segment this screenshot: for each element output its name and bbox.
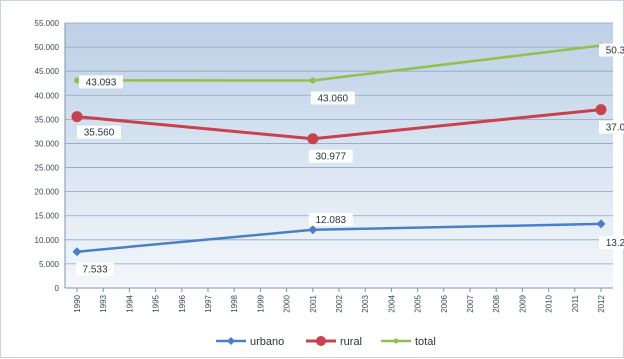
legend-label-rural: rural	[340, 336, 362, 348]
marker-urbano	[72, 247, 82, 257]
data-label-rural: 35.560	[84, 128, 115, 139]
x-tick-label: 1998	[230, 294, 239, 312]
marker-total	[74, 77, 80, 84]
x-tick-label: 2000	[283, 294, 292, 312]
y-tick-label: 55.000	[35, 19, 60, 28]
legend-label-total: total	[415, 336, 436, 348]
y-tick-label: 5.000	[39, 260, 60, 269]
marker-urbano	[596, 219, 606, 229]
y-tick-label: 50.000	[35, 43, 60, 52]
x-tick-label: 2009	[518, 294, 527, 312]
data-label-bg	[76, 262, 114, 276]
x-tick-label: 2004	[387, 294, 396, 312]
x-tick-label: 1999	[256, 294, 265, 312]
x-tick-label: 1995	[152, 294, 161, 312]
marker-urbano	[308, 225, 318, 235]
x-tick-label: 2010	[545, 294, 554, 312]
marker-rural	[307, 133, 319, 145]
legend-marker-urbano	[227, 337, 235, 345]
x-tick-label: 2005	[414, 294, 423, 312]
y-tick-label: 45.000	[35, 67, 60, 76]
legend-marker-total	[393, 338, 399, 344]
data-label-rural: 37.031	[606, 123, 624, 134]
x-tick-label: 2008	[492, 294, 501, 312]
data-label-total: 43.093	[86, 77, 117, 88]
y-tick-label: 0	[55, 284, 60, 293]
y-tick-label: 20.000	[35, 188, 60, 197]
marker-total	[309, 77, 316, 84]
data-label-urbano: 12.083	[316, 215, 347, 226]
x-tick-label: 2003	[361, 294, 370, 312]
y-tick-label: 15.000	[35, 212, 60, 221]
data-label-rural: 30.977	[316, 152, 347, 163]
marker-rural	[71, 111, 83, 123]
legend-label-urbano: urbano	[250, 336, 284, 348]
y-tick-label: 10.000	[35, 236, 60, 245]
x-tick-label: 2002	[335, 294, 344, 312]
x-tick-label: 1997	[204, 294, 213, 312]
data-label-bg	[599, 235, 624, 249]
data-label-urbano: 7.533	[82, 265, 107, 276]
data-label-bg	[310, 91, 355, 105]
data-label-total: 43.060	[318, 94, 349, 105]
x-tick-label: 2006	[440, 294, 449, 312]
y-tick-label: 30.000	[35, 139, 60, 148]
y-tick-label: 40.000	[35, 91, 60, 100]
data-label-bg	[599, 43, 624, 57]
x-tick-label: 1990	[73, 294, 82, 312]
data-label-bg	[308, 149, 353, 163]
marker-rural	[595, 104, 607, 116]
data-label-bg	[79, 75, 123, 89]
data-label-bg	[599, 120, 624, 134]
data-label-total: 50.330	[606, 46, 624, 57]
data-label-bg	[77, 125, 121, 139]
legend-marker-rural	[316, 336, 326, 346]
x-tick-label: 1994	[125, 294, 134, 312]
x-tick-label: 2011	[571, 294, 580, 312]
x-tick-label: 1996	[178, 294, 187, 312]
x-tick-label: 1993	[99, 294, 108, 312]
data-label-urbano: 13.299	[606, 238, 624, 249]
x-tick-label: 2012	[597, 294, 606, 312]
x-tick-label: 2001	[309, 294, 318, 312]
y-tick-label: 35.000	[35, 115, 60, 124]
x-tick-label: 2007	[466, 294, 475, 312]
data-label-bg	[308, 212, 353, 226]
y-tick-label: 25.000	[35, 164, 60, 173]
